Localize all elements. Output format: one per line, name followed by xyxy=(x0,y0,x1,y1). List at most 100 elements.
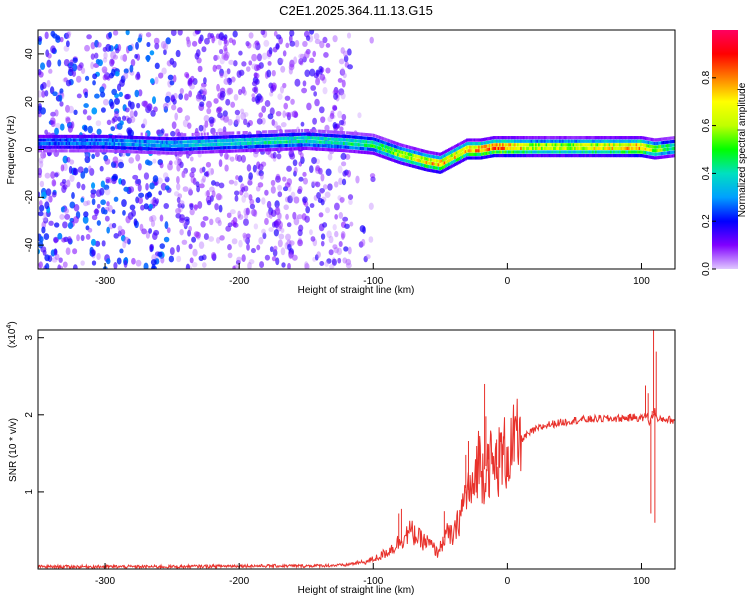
spectrogram-noise-cell xyxy=(71,69,77,77)
spectrogram-noise-cell xyxy=(113,233,119,239)
spectrogram-ridge-cell xyxy=(341,134,344,138)
spectrogram-ridge-cell xyxy=(400,157,403,162)
spectrogram-ridge-cell xyxy=(610,150,613,154)
spectrogram-ridge-cell xyxy=(49,145,52,149)
spectrogram-noise-cell xyxy=(306,102,312,111)
spectrogram-ridge-cell xyxy=(475,149,478,153)
spectrogram-noise-cell xyxy=(188,225,192,232)
spectrogram-ridge-cell xyxy=(307,139,310,143)
spectrogram-ridge-cell xyxy=(653,152,656,156)
spectrogram-ridge-cell xyxy=(539,136,542,140)
spectrogram-ridge-cell xyxy=(557,146,560,151)
spectrogram-ridge-cell xyxy=(377,153,380,157)
spectrogram-ridge-cell xyxy=(212,150,215,154)
spectrogram-ridge-cell xyxy=(431,165,434,169)
spectrogram-ridge-cell xyxy=(356,150,359,154)
spectrogram-noise-cell xyxy=(289,111,295,117)
spectrogram-ridge-cell xyxy=(148,140,151,144)
spectrogram-ridge-cell xyxy=(199,136,202,140)
spectrogram-ridge-cell xyxy=(512,136,515,140)
spectrogram-ridge-cell xyxy=(406,152,409,156)
spectrogram-ridge-cell xyxy=(208,135,211,140)
spectrogram-ridge-cell xyxy=(401,151,404,155)
spectrogram-ridge-cell xyxy=(533,136,536,140)
spectrogram-ridge-cell xyxy=(569,143,572,147)
spectrogram-ridge-cell xyxy=(193,150,196,155)
spectrogram-ridge-cell xyxy=(485,148,488,152)
spectrogram-noise-cell xyxy=(184,71,190,78)
spectrogram-ridge-cell xyxy=(482,148,485,152)
spectrogram-ridge-cell xyxy=(404,144,407,148)
spectrogram-ridge-cell xyxy=(235,145,238,149)
spectrogram-ridge-cell xyxy=(661,144,664,148)
spectrogram-ridge-cell xyxy=(148,150,151,154)
spectrogram-ridge-cell xyxy=(425,153,428,158)
spectrogram-ridge-cell xyxy=(490,140,493,144)
spectrogram-ridge-cell xyxy=(110,142,113,146)
spectrogram-ridge-cell xyxy=(380,150,383,155)
spectrogram-ridge-cell xyxy=(646,137,649,141)
spectrogram-ridge-cell xyxy=(299,147,302,151)
spectrogram-ridge-cell xyxy=(301,129,304,133)
spectrogram-ridge-cell xyxy=(389,146,392,151)
spectrogram-noise-cell xyxy=(334,230,339,238)
spectrogram-noise-cell xyxy=(228,37,234,44)
spectrogram-ridge-cell xyxy=(269,148,272,152)
spectrogram-ridge-cell xyxy=(614,139,617,143)
spectrogram-noise-cell xyxy=(226,212,232,219)
spectrogram-ridge-cell xyxy=(433,155,436,159)
spectrogram-ridge-cell xyxy=(217,139,220,143)
spectrogram-ridge-cell xyxy=(65,142,68,146)
spectrogram-noise-cell xyxy=(241,254,246,263)
spectrogram-ridge-cell xyxy=(364,140,367,144)
spectrogram-noise-cell xyxy=(54,109,59,117)
spectrogram-ridge-cell xyxy=(200,139,203,143)
spectrogram-ridge-cell xyxy=(572,136,575,140)
spectrogram-ridge-cell xyxy=(442,154,445,159)
spectrogram-noise-cell xyxy=(110,126,116,132)
spectrogram-ridge-cell xyxy=(637,153,640,158)
spectrogram-ridge-cell xyxy=(602,153,605,158)
spectrogram-noise-cell xyxy=(309,229,313,236)
spectrogram-noise-cell xyxy=(263,39,270,47)
spectrogram-ridge-cell xyxy=(392,140,395,145)
spectrogram-noise-cell xyxy=(126,117,132,124)
spectrogram-ridge-cell xyxy=(298,139,301,144)
spectrogram-ridge-cell xyxy=(506,136,509,140)
spectrogram-noise-cell xyxy=(143,203,149,210)
spectrogram-noise-cell xyxy=(198,183,205,189)
spectrogram-noise-cell xyxy=(162,102,169,110)
spectrogram-ridge-cell xyxy=(401,154,404,158)
spectrogram-ridge-cell xyxy=(338,134,341,138)
spectrogram-ridge-cell xyxy=(412,161,415,165)
spectrogram-ridge-cell xyxy=(178,136,181,141)
spectrogram-ridge-cell xyxy=(514,153,517,158)
spectrogram-ridge-cell xyxy=(268,144,271,148)
spectrogram-ridge-cell xyxy=(496,136,499,140)
spectrogram-ridge-cell xyxy=(431,154,434,159)
spectrogram-ridge-cell xyxy=(427,164,430,169)
spectrogram-ridge-cell xyxy=(607,139,610,143)
spectrogram-ridge-cell xyxy=(196,136,199,140)
spectrogram-ridge-cell xyxy=(580,153,583,158)
spectrogram-ridge-cell xyxy=(652,152,655,156)
spectrogram-ridge-cell xyxy=(47,142,50,146)
spectrogram-ridge-cell xyxy=(319,133,322,137)
spectrogram-ridge-cell xyxy=(89,149,92,153)
spectrogram-ridge-cell xyxy=(179,140,182,144)
spectrogram-ridge-cell xyxy=(599,136,602,140)
spectrogram-ridge-cell xyxy=(50,149,53,153)
spectrogram-ridge-cell xyxy=(572,150,575,154)
spectrogram-ridge-cell xyxy=(617,150,620,154)
spectrogram-ridge-cell xyxy=(163,147,166,151)
spectrogram-ridge-cell xyxy=(98,145,101,149)
spectrogram-ridge-cell xyxy=(322,133,325,137)
spectrogram-noise-cell xyxy=(53,237,59,244)
spectrogram-ridge-cell xyxy=(352,139,355,143)
spectrogram-noise-cell xyxy=(140,204,145,211)
spectrogram-ridge-cell xyxy=(289,143,292,147)
spectrogram-noise-cell xyxy=(157,251,163,257)
spectrogram-ridge-cell xyxy=(446,163,449,167)
spectrogram-ridge-cell xyxy=(350,149,353,153)
spectrogram-ridge-cell xyxy=(302,146,305,151)
